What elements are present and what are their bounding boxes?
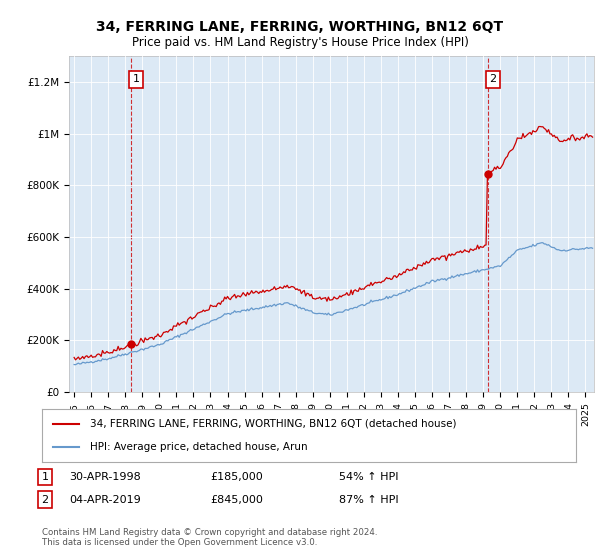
Text: £185,000: £185,000	[210, 472, 263, 482]
Text: 2: 2	[41, 494, 49, 505]
Text: Price paid vs. HM Land Registry's House Price Index (HPI): Price paid vs. HM Land Registry's House …	[131, 36, 469, 49]
Text: 1: 1	[133, 74, 140, 84]
Text: 04-APR-2019: 04-APR-2019	[69, 494, 141, 505]
Text: HPI: Average price, detached house, Arun: HPI: Average price, detached house, Arun	[90, 442, 308, 452]
Text: 54% ↑ HPI: 54% ↑ HPI	[339, 472, 398, 482]
Text: Contains HM Land Registry data © Crown copyright and database right 2024.
This d: Contains HM Land Registry data © Crown c…	[42, 528, 377, 547]
Text: 2: 2	[490, 74, 497, 84]
Text: 34, FERRING LANE, FERRING, WORTHING, BN12 6QT (detached house): 34, FERRING LANE, FERRING, WORTHING, BN1…	[90, 419, 457, 429]
Text: 1: 1	[41, 472, 49, 482]
Text: 30-APR-1998: 30-APR-1998	[69, 472, 141, 482]
Text: 34, FERRING LANE, FERRING, WORTHING, BN12 6QT: 34, FERRING LANE, FERRING, WORTHING, BN1…	[97, 20, 503, 34]
Text: £845,000: £845,000	[210, 494, 263, 505]
Text: 87% ↑ HPI: 87% ↑ HPI	[339, 494, 398, 505]
